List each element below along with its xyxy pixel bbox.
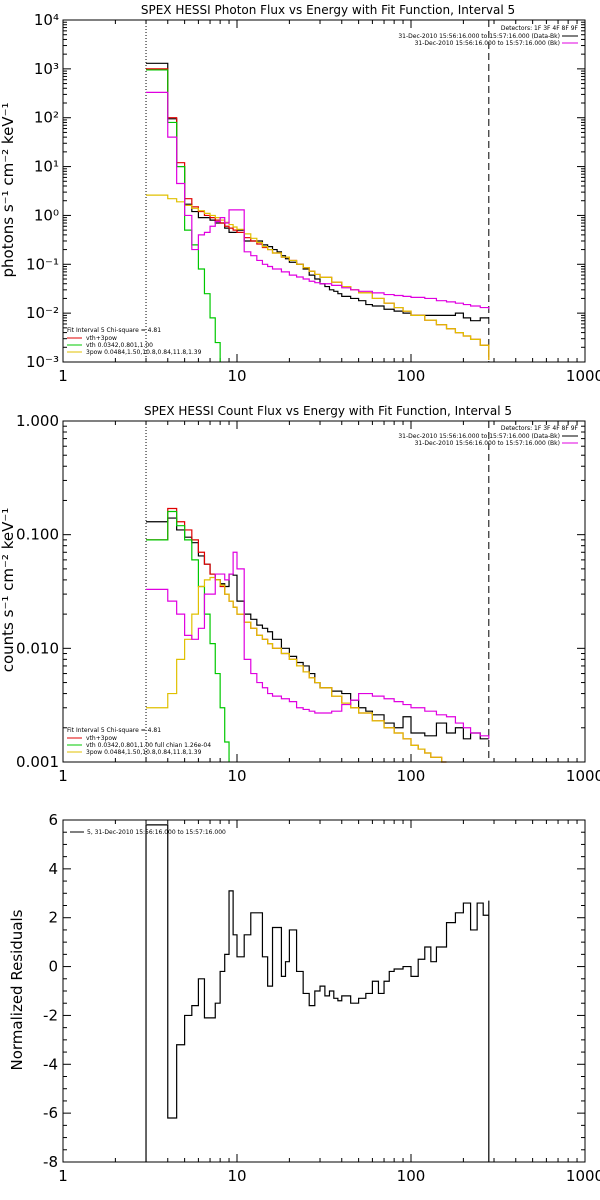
count-series-line-0 (146, 517, 489, 740)
count-xtick-label: 1000 (566, 767, 600, 785)
photon-series-line-1 (146, 68, 490, 360)
photon-fit-label-2: 3pow 0.0484,1.50,10.8,0.84,11.8,1.39 (86, 349, 202, 356)
photon-xtick-label: 1 (58, 367, 68, 385)
photon-ytick-label: 10² (34, 109, 59, 127)
panel-residuals: Normalized Residuals 1 10 100 1000 -8 -6 -4 -2 0… (8, 811, 600, 1185)
count-fit-header: Fit Interval 5 Chi-square = 4.81 (67, 727, 161, 734)
residuals-series (145, 824, 490, 1162)
photon-series-line-4 (146, 91, 490, 310)
residuals-ytick-label: 0 (48, 958, 58, 976)
count-ytick-label: 1.000 (16, 412, 59, 430)
photon-legend-bk: 31-Dec-2010 15:56:16.000 to 15:57:16.000… (415, 40, 560, 47)
photon-legend-bottom-left: Fit Interval 5 Chi-square = 4.81 vth+3po… (67, 327, 202, 356)
count-ytick-label: 0.001 (16, 753, 59, 771)
count-plot-frame (62, 420, 586, 763)
photon-legend-top-right: Detectors: 1F 3F 4F 8F 9F 31-Dec-2010 15… (398, 25, 578, 47)
count-ytick-label: 0.010 (16, 639, 59, 657)
count-series-line-4 (146, 551, 490, 739)
count-xtick-label: 1 (58, 767, 68, 785)
count-legend-bottom-left: Fit Interval 5 Chi-square = 4.81 vth+3po… (67, 727, 211, 756)
residuals-xtick-label: 1000 (566, 1167, 600, 1185)
panel-count-flux: SPEX HESSI Count Flux vs Energy with Fit… (0, 404, 600, 785)
residuals-xtick-label: 10 (227, 1167, 246, 1185)
count-series (146, 507, 490, 763)
count-series-line-2 (146, 510, 230, 762)
photon-fit-header: Fit Interval 5 Chi-square = 4.81 (67, 327, 161, 334)
photon-title: SPEX HESSI Photon Flux vs Energy with Fi… (141, 3, 515, 17)
photon-legend-detectors: Detectors: 1F 3F 4F 8F 9F (501, 25, 579, 32)
photon-ytick-label: 10⁴ (34, 11, 59, 29)
count-fit-label-0: vth+3pow (86, 735, 117, 742)
residuals-ytick-label: 6 (48, 811, 58, 829)
residuals-ytick-label: -4 (43, 1055, 58, 1073)
count-fit-label-2: 3pow 0.0484,1.50,10.8,0.84,11.8,1.39 (86, 749, 202, 756)
photon-series-line-2 (146, 69, 221, 362)
residuals-legend: 5, 31-Dec-2010 15:56:16.000 to 15:57:16.… (70, 829, 226, 836)
photon-ytick-label: 10⁰ (34, 206, 59, 224)
residuals-series-line-0 (145, 824, 490, 1162)
residuals-xtick-label: 100 (397, 1167, 426, 1185)
count-xtick-label: 10 (227, 767, 246, 785)
residuals-ytick-label: -8 (43, 1153, 58, 1171)
photon-xtick-label: 100 (397, 367, 426, 385)
count-vlines (145, 421, 490, 762)
photon-fit-label-0: vth+3pow (86, 335, 117, 342)
photon-fit-label-1: vth 0.0342,0.801,1.00 (86, 342, 153, 349)
panel-photon-flux: SPEX HESSI Photon Flux vs Energy with Fi… (0, 3, 600, 385)
count-legend-top-right: Detectors: 1F 3F 4F 8F 9F 31-Dec-2010 15… (398, 425, 578, 447)
photon-xtick-label: 10 (227, 367, 246, 385)
count-xtick-label: 100 (397, 767, 426, 785)
photon-ytick-label: 10⁻³ (26, 353, 59, 371)
residuals-axis-ticks: 1 10 100 1000 -8 -6 -4 -2 0 2 4 6 (43, 811, 600, 1185)
count-title: SPEX HESSI Count Flux vs Energy with Fit… (144, 404, 512, 418)
count-fit-label-1: vth 0.0342,0.801,1.00 full chian 1.26e-0… (86, 742, 211, 749)
photon-ylabel: photons s⁻¹ cm⁻² keV⁻¹ (0, 103, 17, 278)
count-legend-data-bk: 31-Dec-2010 15:56:16.000 to 15:57:16.000… (398, 433, 560, 440)
count-ylabel: counts s⁻¹ cm⁻² keV⁻¹ (0, 508, 17, 673)
count-axis-ticks: 1 10 100 1000 0.001 0.010 0.100 1.000 (16, 412, 600, 785)
photon-ytick-label: 10⁻¹ (26, 255, 59, 273)
residuals-xtick-label: 1 (58, 1167, 68, 1185)
count-legend-bk: 31-Dec-2010 15:56:16.000 to 15:57:16.000… (415, 440, 560, 447)
count-series-line-3 (146, 576, 447, 763)
residuals-ytick-label: 2 (48, 909, 58, 927)
photon-series-line-3 (146, 194, 490, 360)
photon-legend-data-bk: 31-Dec-2010 15:56:16.000 to 15:57:16.000… (398, 33, 560, 40)
photon-axis-ticks: 1 10 100 1000 10⁻³ 10⁻² 10⁻¹ 10⁰ 10¹ 10² 10³ 10⁴ (26, 11, 600, 385)
photon-series (146, 62, 490, 362)
count-legend-detectors: Detectors: 1F 3F 4F 8F 9F (501, 425, 579, 432)
residuals-ytick-label: 4 (48, 860, 58, 878)
photon-plot-frame (62, 19, 586, 363)
photon-vlines (145, 20, 490, 362)
photon-ytick-label: 10⁻² (26, 304, 59, 322)
photon-ytick-label: 10¹ (34, 158, 59, 176)
count-ytick-label: 0.100 (16, 526, 59, 544)
residuals-ytick-label: -6 (43, 1104, 58, 1122)
residuals-plot-frame (62, 819, 586, 1163)
photon-xtick-label: 1000 (566, 367, 600, 385)
residuals-legend-label: 5, 31-Dec-2010 15:56:16.000 to 15:57:16.… (87, 829, 226, 836)
residuals-ytick-label: -2 (43, 1006, 58, 1024)
residuals-ylabel: Normalized Residuals (8, 909, 26, 1070)
photon-ytick-label: 10³ (34, 60, 59, 78)
